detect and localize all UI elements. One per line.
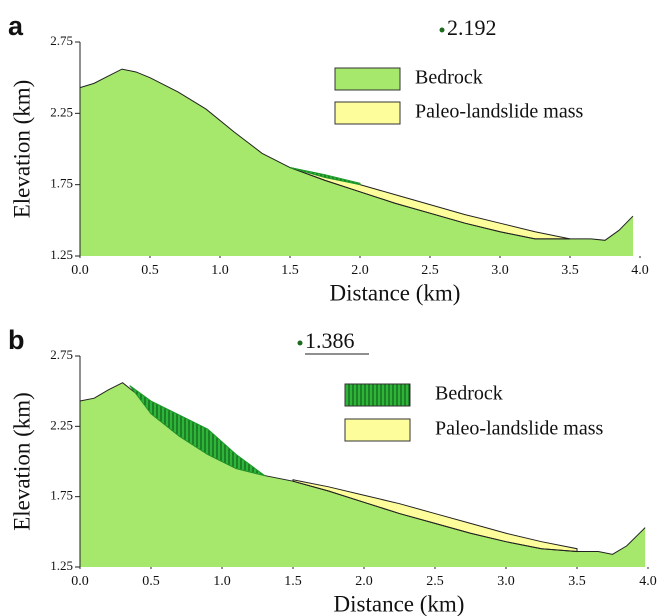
x-axis-label: Distance (km) xyxy=(330,280,461,305)
x-axis-label: Distance (km) xyxy=(334,591,465,616)
annotation: 1.386 xyxy=(305,328,355,353)
x-tick-label: 1.0 xyxy=(211,263,229,278)
bedrock-outline xyxy=(79,382,646,555)
annotation-dot xyxy=(297,340,303,346)
legend-label: Bedrock xyxy=(435,383,503,405)
x-tick-label: 0.5 xyxy=(141,263,159,278)
x-tick-label: 2.0 xyxy=(355,574,373,589)
legend-swatch xyxy=(334,67,401,91)
bedrock-area xyxy=(80,382,646,567)
x-tick-label: 0.5 xyxy=(142,574,160,589)
legend-label: Paleo-landslide mass xyxy=(435,418,604,440)
legend-label: Paleo-landslide mass xyxy=(415,101,584,123)
annotation-dot xyxy=(439,27,445,33)
x-tick-label: 3.0 xyxy=(491,263,509,278)
legend-swatch xyxy=(344,383,411,407)
x-tick-label: 3.5 xyxy=(561,263,579,278)
panel: 1.25 1.75 2.25 2.75 0.0 0.5 1.0 1.5 2.0 2.5 3.0 3.5… xyxy=(8,11,649,305)
legend-label: Bedrock xyxy=(415,67,483,89)
x-tick-label: 4.0 xyxy=(639,574,657,589)
y-tick-label: 1.25 xyxy=(50,247,73,262)
y-tick-label: 1.75 xyxy=(50,176,73,191)
y-tick-label: 2.25 xyxy=(50,104,73,119)
legend-swatch xyxy=(334,101,401,125)
x-tick-label: 2.5 xyxy=(421,263,439,278)
y-tick-label: 1.25 xyxy=(50,558,73,573)
bedrock-outline xyxy=(79,68,634,241)
panel-label: b xyxy=(8,325,25,355)
x-tick-label: 2.5 xyxy=(426,574,444,589)
y-tick-label: 2.75 xyxy=(50,347,73,362)
x-tick-label: 1.0 xyxy=(213,574,231,589)
y-tick-label: 1.75 xyxy=(50,488,73,503)
x-tick-label: 2.0 xyxy=(351,263,369,278)
x-tick-label: 4.0 xyxy=(631,263,649,278)
legend-swatch xyxy=(344,418,411,442)
panel-label: a xyxy=(8,11,24,41)
bedrock-area xyxy=(80,69,633,257)
annotation: 2.192 xyxy=(447,15,497,40)
y-axis-label: Elevation (km) xyxy=(9,80,34,219)
x-tick-label: 3.5 xyxy=(568,574,586,589)
x-tick-label: 0.0 xyxy=(71,263,89,278)
y-tick-label: 2.25 xyxy=(50,417,73,432)
x-tick-label: 1.5 xyxy=(284,574,302,589)
x-tick-label: 3.0 xyxy=(497,574,515,589)
slip-wedge xyxy=(129,385,265,477)
x-tick-label: 0.0 xyxy=(71,574,89,589)
slip-wedge xyxy=(289,167,361,186)
y-axis-label: Elevation (km) xyxy=(9,392,34,531)
y-tick-label: 2.75 xyxy=(50,33,73,48)
panel: 1.25 1.75 2.25 2.75 0.0 0.5 1.0 1.5 2.0 2.5 3.0 3.5… xyxy=(8,325,657,616)
x-tick-label: 1.5 xyxy=(281,263,299,278)
